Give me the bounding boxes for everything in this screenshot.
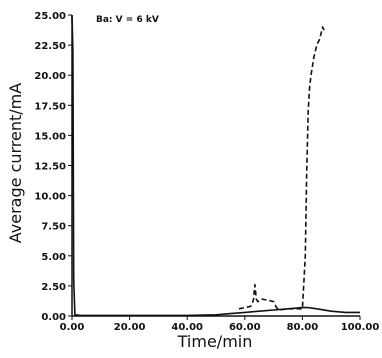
ticks: 0.00 2.50 5.00 7.50 10.00 12.50 15.00 17.50 20.0… — [34, 11, 379, 333]
x-tick-label: 40.00 — [171, 322, 203, 333]
y-tick-label: 7.50 — [41, 222, 66, 233]
x-tick-label: 60.00 — [229, 322, 261, 333]
y-tick-label: 2.50 — [41, 282, 66, 293]
y-tick-label: 25.00 — [34, 11, 66, 22]
x-tick-label: 0.00 — [60, 322, 85, 333]
x-tick-label: 80.00 — [287, 322, 319, 333]
y-tick-label: 17.50 — [34, 101, 66, 112]
y-tick-label: 22.50 — [34, 41, 66, 52]
chart-annotation: Ba: V = 6 kV — [96, 15, 159, 25]
y-tick-label: 0.00 — [41, 312, 66, 323]
y-tick-label: 15.00 — [34, 131, 66, 142]
series-line-2 — [238, 26, 327, 311]
series-group — [71, 14, 360, 317]
series-line-3 — [308, 306, 360, 314]
y-tick-label: 20.00 — [34, 71, 66, 82]
x-axis-label: Time/min — [177, 332, 253, 351]
x-tick-label: 20.00 — [114, 322, 146, 333]
y-tick-label: 5.00 — [41, 252, 66, 263]
x-tick-label: 100.00 — [341, 322, 380, 333]
y-tick-label: 10.00 — [34, 192, 66, 203]
y-tick-label: 12.50 — [34, 162, 66, 173]
series-line-1 — [71, 14, 309, 317]
y-axis-label: Average current/mA — [6, 83, 25, 243]
axes — [71, 15, 360, 317]
